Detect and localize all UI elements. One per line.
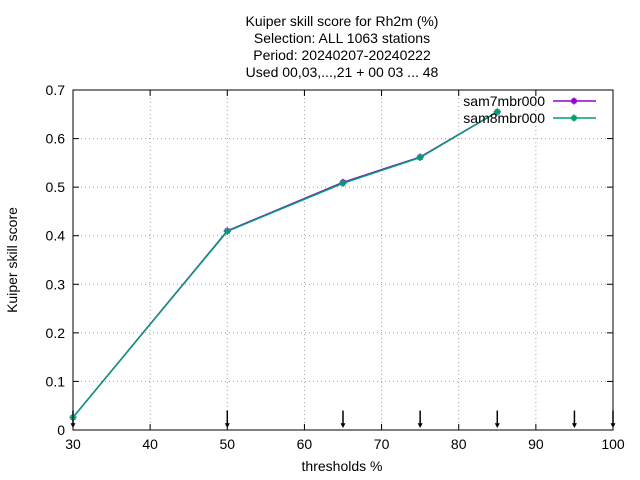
threshold-marker-arrow — [494, 423, 500, 429]
point-square — [224, 228, 230, 234]
x-tick-label: 90 — [528, 436, 544, 452]
chart-title-line-1: Kuiper skill score for Rh2m (%) — [246, 13, 439, 29]
legend-marker-sam8mbr000 — [570, 114, 578, 122]
legend-marker-sam7mbr000 — [570, 97, 578, 105]
point-square — [494, 109, 500, 115]
y-tick-label: 0.1 — [46, 373, 66, 389]
y-tick-label: 0.6 — [46, 131, 66, 147]
data-point-sam8mbr000 — [416, 154, 424, 162]
legend-label-sam8mbr000: sam8mbr000 — [463, 110, 545, 126]
series-line-sam7mbr000 — [72, 111, 498, 418]
point-square — [417, 155, 423, 161]
series-sam7mbr000 — [69, 108, 501, 421]
threshold-marker-arrow — [417, 423, 423, 429]
threshold-marker-arrow — [224, 423, 230, 429]
y-tick-label: 0.2 — [46, 325, 66, 341]
series-layer — [69, 108, 501, 421]
x-tick-label: 50 — [219, 436, 235, 452]
data-point-sam8mbr000 — [223, 227, 231, 235]
point-square — [571, 115, 577, 121]
y-tick-label: 0.7 — [46, 82, 66, 98]
point-square — [340, 180, 346, 186]
chart-title-line-4: Used 00,03,...,21 + 00 03 ... 48 — [246, 64, 439, 80]
plot-frame — [72, 89, 614, 431]
chart-title-line-2: Selection: ALL 1063 stations — [254, 30, 430, 46]
y-tick-label: 0 — [57, 422, 65, 438]
legend-label-sam7mbr000: sam7mbr000 — [463, 93, 545, 109]
x-tick-label: 60 — [297, 436, 313, 452]
threshold-markers — [70, 410, 616, 429]
axis-ticks: 30 40 50 60 70 80 90 100 0 0.1 0.2 0.3 0.4 0.5 0.6 0.7 — [46, 82, 625, 452]
series-sam8mbr000 — [69, 108, 501, 421]
data-point-sam8mbr000 — [339, 179, 347, 187]
threshold-marker-arrow — [571, 423, 577, 429]
y-tick-label: 0.4 — [46, 228, 66, 244]
x-tick-label: 30 — [65, 436, 81, 452]
chart-title: Kuiper skill score for Rh2m (%) Selectio… — [246, 13, 439, 80]
y-tick-label: 0.3 — [46, 276, 66, 292]
threshold-marker-arrow — [340, 423, 346, 429]
x-axis-label: thresholds % — [302, 458, 383, 474]
x-tick-label: 100 — [601, 436, 625, 452]
data-point-sam8mbr000 — [493, 108, 501, 116]
y-axis-label: Kuiper skill score — [4, 207, 20, 313]
series-line-sam8mbr000 — [72, 111, 498, 418]
grid — [73, 90, 613, 430]
point-square — [571, 98, 577, 104]
y-tick-label: 0.5 — [46, 179, 66, 195]
x-tick-label: 80 — [451, 436, 467, 452]
x-tick-label: 70 — [374, 436, 390, 452]
chart-title-line-3: Period: 20240207-20240222 — [253, 47, 431, 63]
x-tick-label: 40 — [142, 436, 158, 452]
